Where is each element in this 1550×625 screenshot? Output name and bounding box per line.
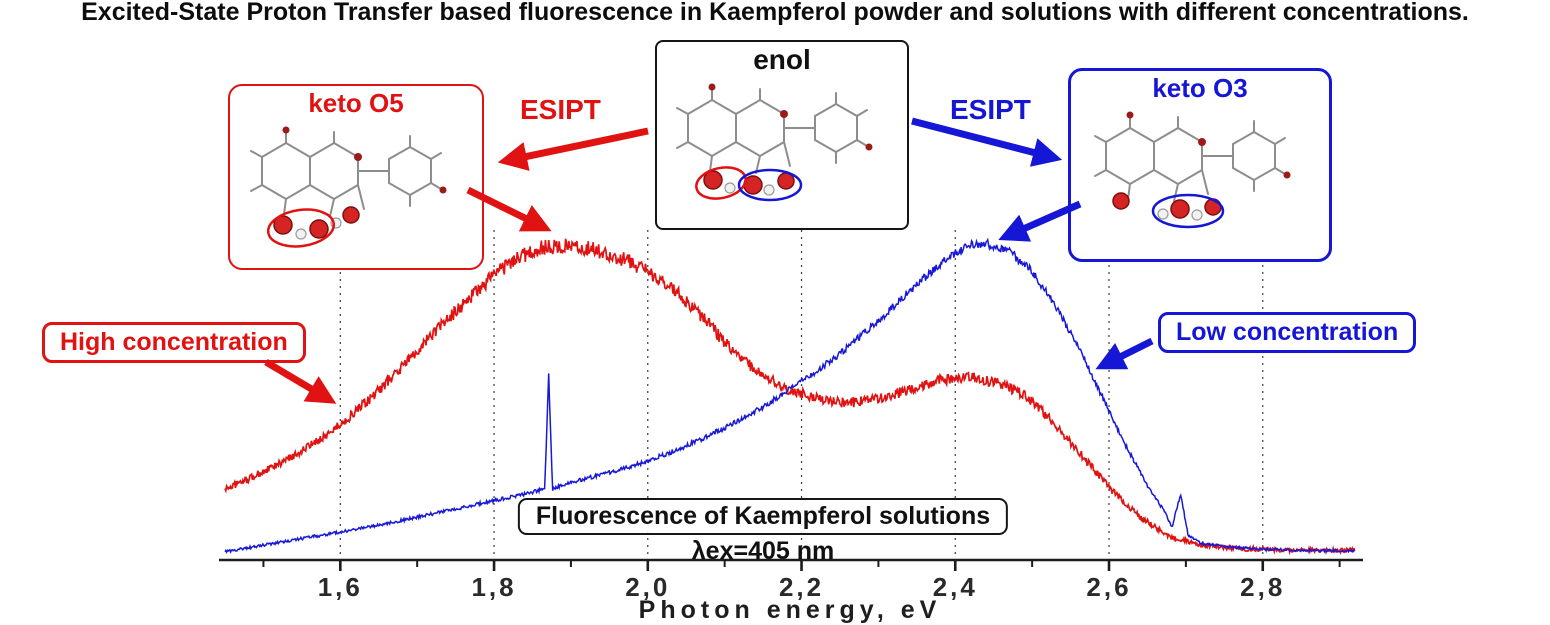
hydrogen-atom-icon: [1156, 208, 1169, 220]
hydrogen-atom-icon: [1190, 209, 1203, 221]
keto-o3-label: keto O3: [1152, 73, 1248, 103]
oxygen-atom-icon: [341, 206, 360, 224]
excitation-wavelength-label: λex=405 nm: [691, 537, 835, 565]
keto-o3-highlight-ellipse: [1151, 193, 1224, 229]
series-low-concentration: [224, 237, 1356, 555]
hydrogen-atom-icon: [762, 184, 775, 196]
x-tick-label: 1,8: [471, 572, 516, 602]
hydrogen-atom-icon: [723, 182, 736, 194]
low-concentration-callout: Low concentration: [1158, 312, 1417, 353]
oxygen-atom-icon: [272, 215, 293, 235]
keto-o5-molecule-diagram: [249, 125, 447, 248]
enol-molecule-diagram: [675, 82, 873, 202]
esipt-left-label: ESIPT: [520, 94, 601, 125]
x-tick-label: 2,0: [625, 572, 670, 602]
enol-label: enol: [753, 44, 811, 75]
x-tick-label: 2,8: [1240, 572, 1285, 602]
series-high-concentration: [224, 238, 1356, 556]
x-tick-label: 1,6: [318, 572, 363, 602]
keto-o3-panel: keto O3: [1068, 68, 1332, 262]
keto-o5-highlight-ellipse: [266, 208, 335, 248]
high-concentration-callout: High concentration: [42, 322, 306, 363]
oxygen-atom-icon: [702, 170, 723, 190]
x-tick-label: 2,2: [779, 572, 824, 602]
x-axis-label: Photon energy, eV: [638, 596, 942, 624]
oxygen-atom-icon: [1203, 198, 1222, 216]
oxygen-atom-icon: [1169, 199, 1190, 219]
oxygen-atom-icon: [308, 219, 329, 239]
keto-o5-panel: keto O5: [228, 84, 484, 270]
x-tick-label: 2,4: [933, 572, 978, 602]
x-tick-label: 2,6: [1086, 572, 1131, 602]
hydrogen-atom-icon: [294, 228, 307, 240]
o3-site-ellipse: [737, 168, 802, 202]
chart-title-box: Fluorescence of Kaempferol solutions: [517, 498, 1009, 535]
o5-site-ellipse: [694, 166, 747, 200]
esipt-right-label: ESIPT: [950, 94, 1031, 125]
keto-o5-label: keto O5: [308, 88, 404, 118]
figure-title: Excited-State Proton Transfer based fluo…: [81, 0, 1469, 26]
oxygen-atom-icon: [1111, 192, 1130, 210]
keto-o3-molecule-diagram: [1093, 110, 1291, 229]
enol-panel: enol: [655, 40, 909, 230]
